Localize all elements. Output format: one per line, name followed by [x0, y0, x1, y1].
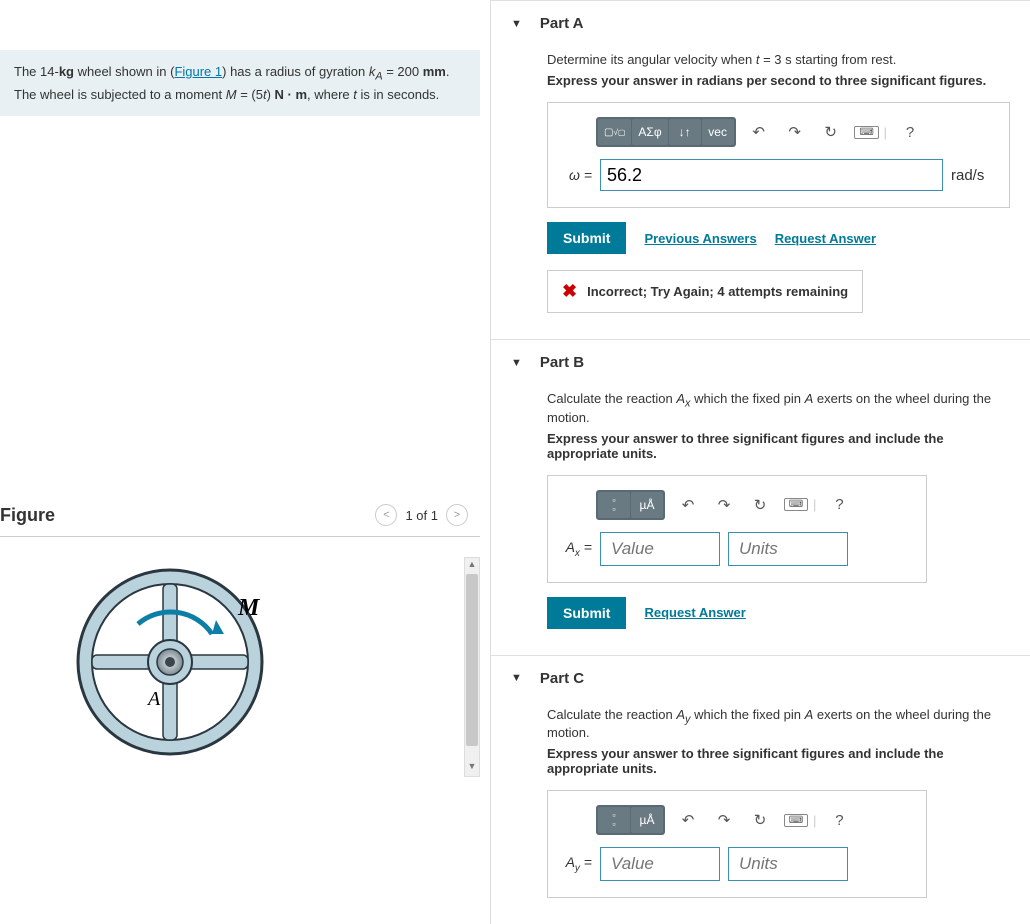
incorrect-x-icon: ✖	[562, 281, 577, 302]
figure-section: Figure < 1 of 1 >	[0, 496, 480, 777]
part-a-prompt1: Determine its angular velocity when t = …	[547, 52, 1010, 67]
figure-scrollbar[interactable]: ▲▼	[464, 557, 480, 777]
undo-button-c[interactable]: ↶	[675, 808, 701, 832]
part-b-units-input[interactable]	[728, 532, 848, 566]
redo-button-b[interactable]: ↷	[711, 493, 737, 517]
figure-prev-button[interactable]: <	[375, 504, 397, 526]
redo-button-c[interactable]: ↷	[711, 808, 737, 832]
caret-down-icon: ▼	[511, 18, 522, 30]
reset-button[interactable]: ↻	[818, 120, 844, 144]
part-b-answer-box: ▫▫ µÅ ↶ ↷ ↻ ⌨ | ? Ax =	[547, 475, 927, 583]
frac-button[interactable]: ▫▫	[598, 492, 630, 518]
reset-button-b[interactable]: ↻	[747, 493, 773, 517]
figure-next-button[interactable]: >	[446, 504, 468, 526]
wheel-figure: M A	[60, 557, 320, 767]
part-b-prompt2: Express your answer to three significant…	[547, 431, 1010, 461]
part-a-header[interactable]: ▼ Part A	[491, 1, 1030, 46]
part-a-value-input[interactable]	[600, 159, 943, 191]
part-c-units-input[interactable]	[728, 847, 848, 881]
units-mu-button-c[interactable]: µÅ	[631, 807, 663, 833]
part-a-feedback: ✖ Incorrect; Try Again; 4 attempts remai…	[547, 270, 863, 313]
reset-button-c[interactable]: ↻	[747, 808, 773, 832]
ax-label: Ax =	[562, 539, 592, 559]
part-b-header[interactable]: ▼ Part B	[491, 340, 1030, 385]
part-a-submit-button[interactable]: Submit	[547, 222, 626, 254]
redo-button[interactable]: ↷	[782, 120, 808, 144]
label-A: A	[146, 688, 161, 710]
help-button-b[interactable]: ?	[826, 493, 852, 517]
problem-text: The 14-kg wheel shown in (	[14, 64, 174, 79]
keyboard-icon-c[interactable]: ⌨	[783, 808, 809, 832]
part-c-header[interactable]: ▼ Part C	[491, 656, 1030, 701]
frac-button-c[interactable]: ▫▫	[598, 807, 630, 833]
part-c-prompt1: Calculate the reaction Ay which the fixe…	[547, 707, 1010, 741]
undo-button[interactable]: ↶	[746, 120, 772, 144]
templates-button[interactable]: ▢√▢	[598, 119, 631, 145]
caret-down-icon: ▼	[511, 672, 522, 684]
label-M: M	[237, 595, 261, 621]
keyboard-icon[interactable]: ⌨	[854, 120, 880, 144]
part-c-prompt2: Express your answer to three significant…	[547, 746, 1010, 776]
keyboard-icon-b[interactable]: ⌨	[783, 493, 809, 517]
greek-button[interactable]: ΑΣφ	[632, 119, 667, 145]
part-c-value-input[interactable]	[600, 847, 720, 881]
ay-label: Ay =	[562, 854, 592, 874]
request-answer-link-a[interactable]: Request Answer	[775, 231, 876, 246]
part-b-prompt1: Calculate the reaction Ax which the fixe…	[547, 391, 1010, 425]
units-mu-button[interactable]: µÅ	[631, 492, 663, 518]
omega-label: ω =	[562, 167, 592, 183]
request-answer-link-b[interactable]: Request Answer	[644, 605, 745, 620]
subscript-button[interactable]: ↓↑	[669, 119, 701, 145]
help-button[interactable]: ?	[897, 120, 923, 144]
part-b-value-input[interactable]	[600, 532, 720, 566]
figure-title: Figure	[0, 505, 55, 526]
figure-link[interactable]: Figure 1	[174, 64, 222, 79]
caret-down-icon: ▼	[511, 357, 522, 369]
part-c-answer-box: ▫▫ µÅ ↶ ↷ ↻ ⌨ | ? Ay =	[547, 790, 927, 898]
previous-answers-link[interactable]: Previous Answers	[644, 231, 756, 246]
problem-statement: The 14-kg wheel shown in (Figure 1) has …	[0, 50, 480, 116]
help-button-c[interactable]: ?	[826, 808, 852, 832]
part-a-prompt2: Express your answer in radians per secon…	[547, 73, 1010, 88]
part-a-unit: rad/s	[951, 167, 995, 184]
part-a-answer-box: ▢√▢ ΑΣφ ↓↑ vec ↶ ↷ ↻ ⌨ | ? ω =	[547, 102, 1010, 208]
vec-button[interactable]: vec	[702, 119, 734, 145]
figure-pager: 1 of 1	[405, 508, 438, 523]
undo-button-b[interactable]: ↶	[675, 493, 701, 517]
part-b-submit-button[interactable]: Submit	[547, 597, 626, 629]
